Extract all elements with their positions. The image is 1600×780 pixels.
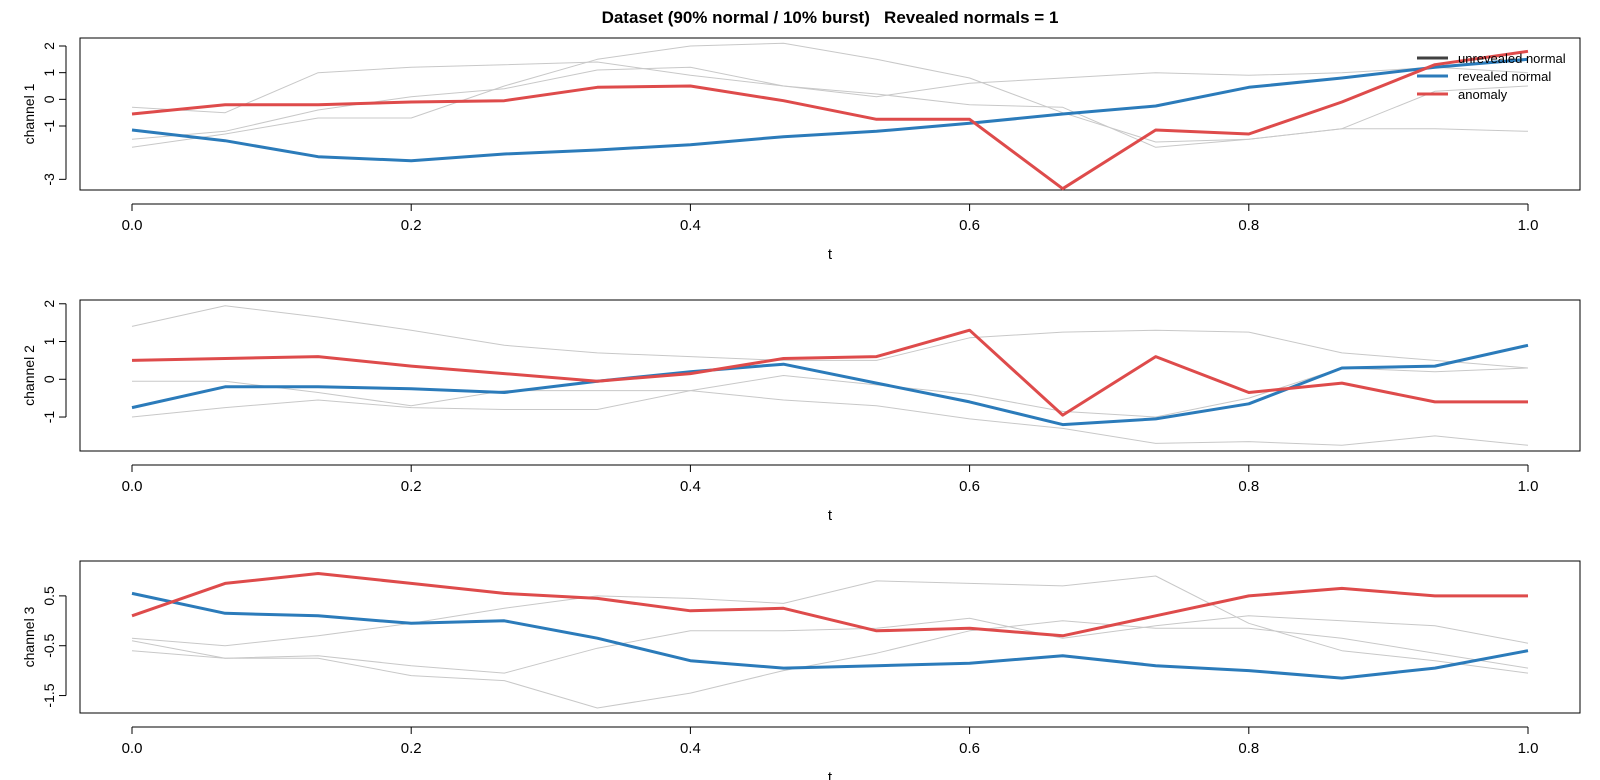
x-axis: 0.0 0.2 0.4 0.6 0.8 1.0 xyxy=(122,726,1539,757)
series-line-anomaly xyxy=(131,328,1528,417)
x-tick-label: 0.4 xyxy=(680,478,701,495)
series-line-unrevealed-2 xyxy=(131,620,1529,709)
y-tick-label: 0 xyxy=(41,95,57,103)
y-tick-label: 1 xyxy=(41,337,57,345)
x-axis-label: t xyxy=(828,507,833,524)
x-tick-label: 0.0 xyxy=(122,217,143,234)
x-tick-label: 0.2 xyxy=(401,740,422,757)
legend-label: anomaly xyxy=(1458,87,1508,102)
x-axis: 0.0 0.2 0.4 0.6 0.8 1.0 xyxy=(122,464,1539,495)
series-line-revealed xyxy=(131,57,1529,163)
series-line-unrevealed-2 xyxy=(131,367,1529,418)
series-line-revealed xyxy=(131,591,1529,680)
x-tick-label: 0.2 xyxy=(401,478,422,495)
plot-frame xyxy=(79,299,1581,452)
legend: unrevealed normal revealed normal anomaly xyxy=(1417,51,1566,102)
series-line-unrevealed-3 xyxy=(131,615,1529,674)
y-axis-label: channel 2 xyxy=(21,345,37,406)
legend-label: revealed normal xyxy=(1458,69,1551,84)
x-tick-label: 1.0 xyxy=(1518,478,1539,495)
y-tick-label: -1 xyxy=(41,120,57,133)
y-tick-label: -1.5 xyxy=(41,683,57,707)
series-line-unrevealed-3 xyxy=(132,380,1529,446)
series-line-unrevealed-1 xyxy=(131,575,1529,674)
y-tick-label: -0.5 xyxy=(41,633,57,657)
y-tick-label: 0 xyxy=(41,375,57,383)
y-tick-label: 1 xyxy=(41,69,57,77)
y-tick-label: 0.5 xyxy=(41,586,57,606)
x-tick-label: 0.0 xyxy=(122,478,143,495)
series-line-unrevealed-1 xyxy=(131,305,1529,369)
x-tick-label: 0.6 xyxy=(959,740,980,757)
series-line-anomaly xyxy=(131,572,1528,638)
x-tick-label: 0.2 xyxy=(401,217,422,234)
y-tick-label: 2 xyxy=(41,300,57,308)
x-tick-label: 0.4 xyxy=(680,740,701,757)
x-tick-label: 1.0 xyxy=(1518,740,1539,757)
x-tick-label: 1.0 xyxy=(1518,217,1539,234)
y-tick-label: -3 xyxy=(41,173,57,186)
y-axis-label: channel 3 xyxy=(21,606,37,667)
x-tick-label: 0.6 xyxy=(959,478,980,495)
y-axis: -1 0 1 2 xyxy=(41,300,67,424)
x-tick-label: 0.8 xyxy=(1238,217,1259,234)
x-axis-label: t xyxy=(828,246,833,263)
x-tick-label: 0.6 xyxy=(959,217,980,234)
x-axis: 0.0 0.2 0.4 0.6 0.8 1.0 xyxy=(122,203,1539,234)
series-line-unrevealed-2 xyxy=(131,42,1529,148)
series-line-revealed xyxy=(131,343,1529,427)
panel-channel-2: 0.0 0.2 0.4 0.6 0.8 1.0 t -1 0 1 2 channel 2 xyxy=(21,299,1581,524)
y-axis-label: channel 1 xyxy=(21,83,37,144)
series-line-anomaly xyxy=(131,49,1529,191)
panel-channel-1: 0.0 0.2 0.4 0.6 0.8 1.0 t -3 -1 0 1 2 channel 1 unrev… xyxy=(21,37,1581,263)
x-axis-label: t xyxy=(828,769,833,780)
plot-frame xyxy=(79,560,1581,714)
x-tick-label: 0.8 xyxy=(1238,740,1259,757)
plot-frame xyxy=(79,37,1581,191)
y-axis: -3 -1 0 1 2 xyxy=(41,42,67,186)
chart-title: Dataset (90% normal / 10% burst) Reveale… xyxy=(601,8,1059,27)
legend-label: unrevealed normal xyxy=(1458,51,1566,66)
y-tick-label: 2 xyxy=(41,42,57,50)
x-tick-label: 0.0 xyxy=(122,740,143,757)
x-tick-label: 0.8 xyxy=(1238,478,1259,495)
y-tick-label: -1 xyxy=(41,411,57,424)
y-axis: -1.5 -0.5 0.5 xyxy=(41,586,67,708)
x-tick-label: 0.4 xyxy=(680,217,701,234)
